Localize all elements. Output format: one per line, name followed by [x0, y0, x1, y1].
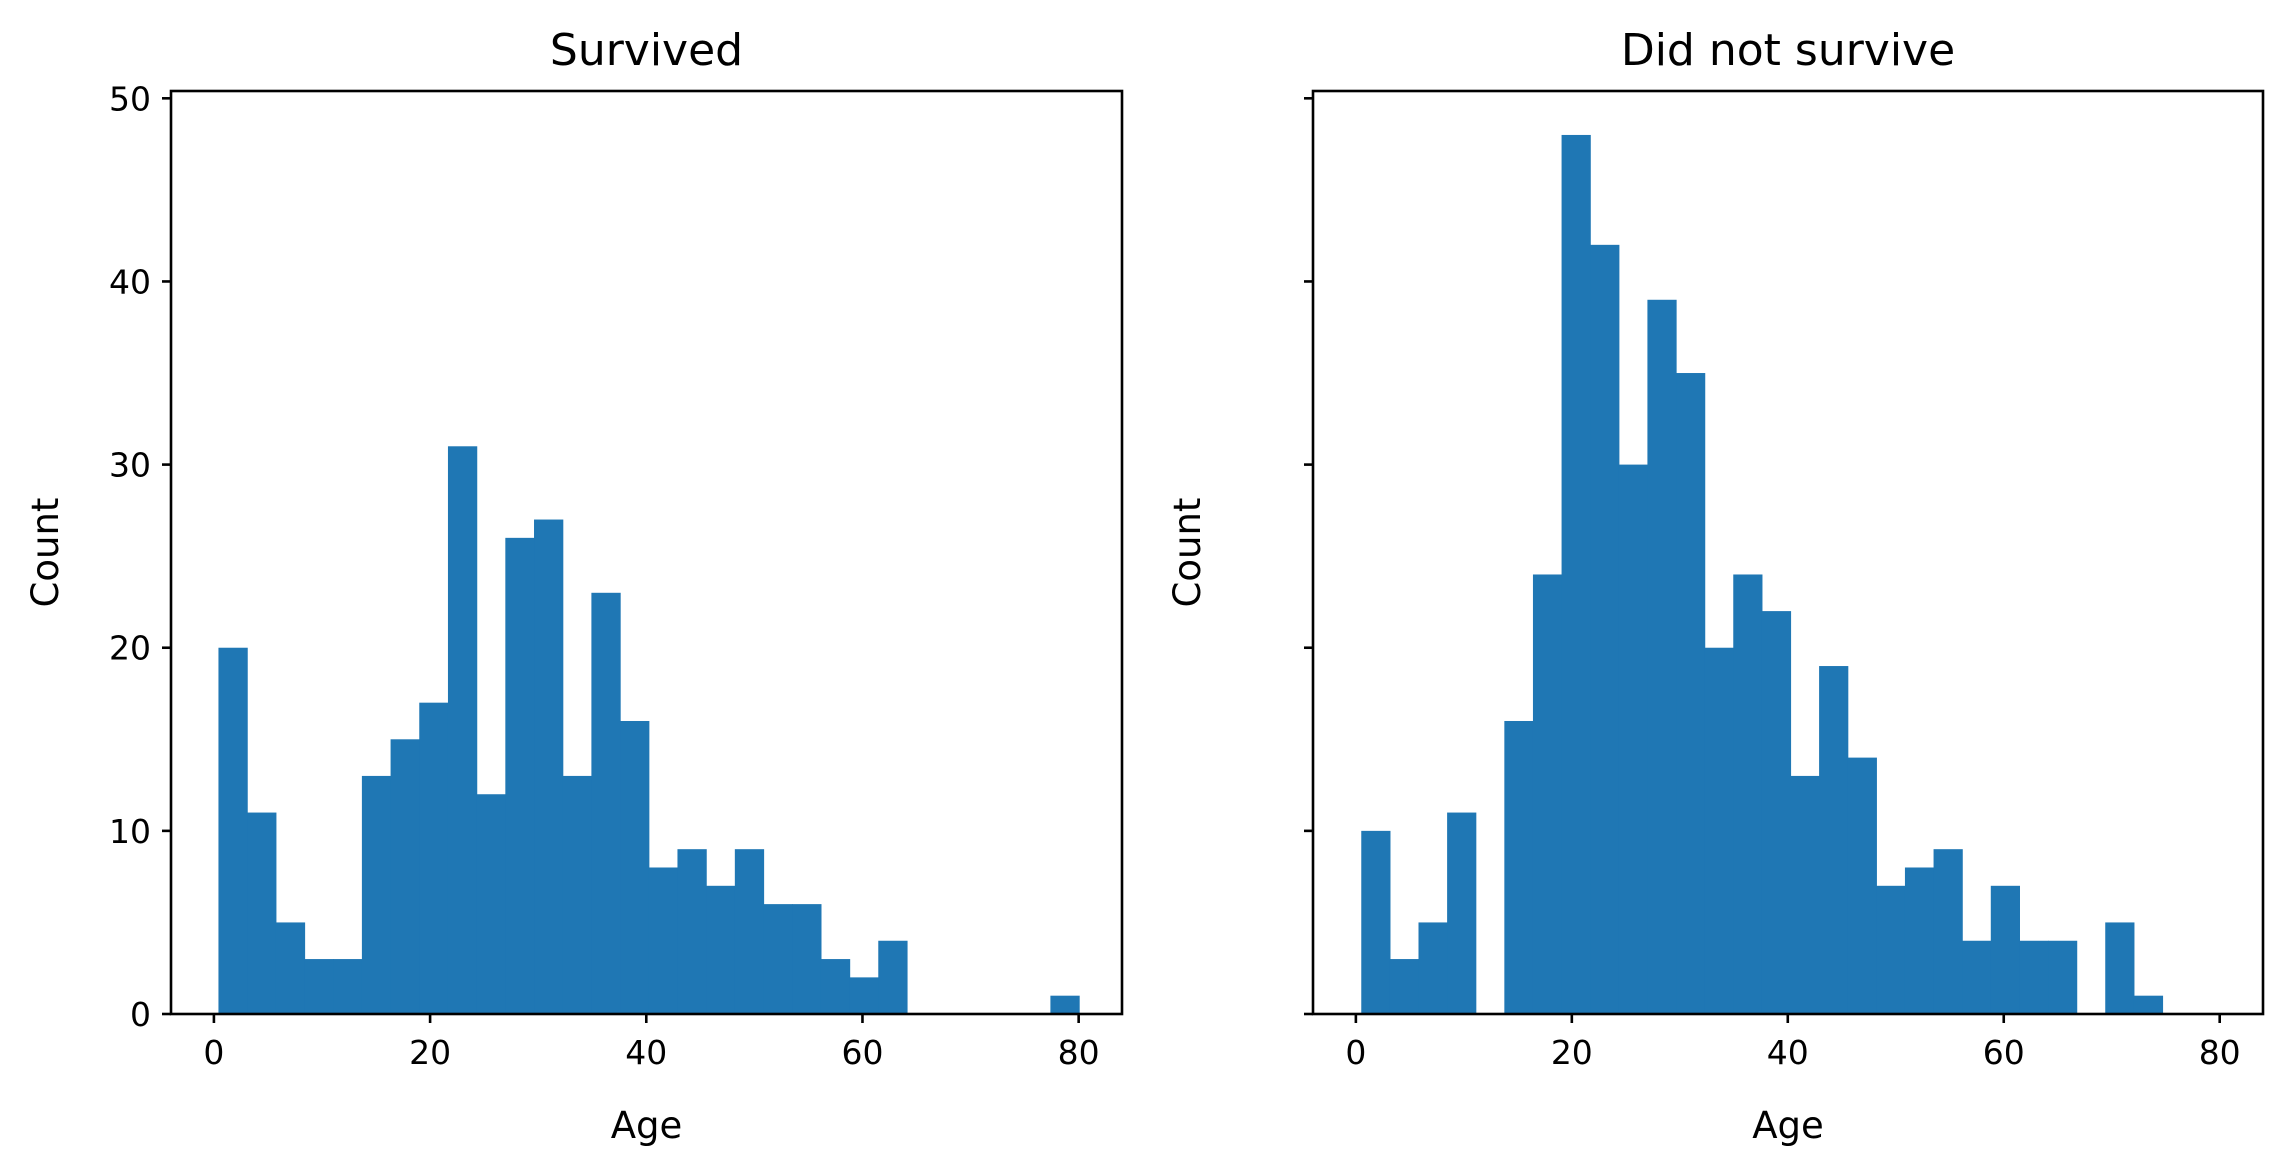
survived-y-tick-label: 20 — [109, 629, 151, 668]
survived-x-axis-label: Age — [611, 1104, 683, 1147]
survived-y-tick-label: 30 — [109, 446, 151, 485]
did-not-survive-bar — [1733, 574, 1763, 1014]
did-not-survive-bar — [1676, 373, 1706, 1014]
survived-bar — [878, 940, 908, 1014]
survived-bar — [1050, 995, 1080, 1014]
survived-x-tick-label: 20 — [409, 1033, 451, 1072]
survived-bar — [763, 904, 793, 1014]
survived-bar — [304, 959, 334, 1014]
survived-x-tick-label: 60 — [841, 1033, 883, 1072]
did-not-survive-x-tick-label: 60 — [1983, 1033, 2025, 1072]
did-not-survive-bar — [1962, 940, 1992, 1014]
did-not-survive-bars — [1361, 134, 2164, 1015]
survived-bar — [648, 867, 679, 1014]
survived-bar — [734, 849, 765, 1014]
did-not-survive-x-tick-label: 40 — [1767, 1033, 1809, 1072]
survived-y-ticks: 0 10 20 30 40 50 — [109, 79, 171, 1034]
did-not-survive-bar — [1618, 464, 1649, 1015]
survived-bar — [820, 959, 851, 1014]
did-not-survive-bar — [1389, 959, 1420, 1014]
did-not-survive-bar — [1418, 922, 1448, 1014]
survived-bar — [534, 519, 564, 1014]
did-not-survive-bar — [1847, 757, 1877, 1014]
did-not-survive-bar — [1532, 574, 1563, 1014]
did-not-survive-bar — [1504, 720, 1534, 1014]
survived-x-tick-label: 40 — [625, 1033, 667, 1072]
did-not-survive-bar — [1447, 812, 1477, 1014]
did-not-survive-panel: 0 20 40 60 80 Did not survive Age Count — [1166, 25, 2265, 1147]
survived-x-tick-label: 80 — [1058, 1033, 1100, 1072]
survived-y-tick-label: 10 — [109, 812, 151, 851]
did-not-survive-bar — [1904, 867, 1935, 1014]
survived-bar — [333, 959, 363, 1014]
did-not-survive-title: Did not survive — [1621, 25, 1955, 76]
did-not-survive-bar — [1590, 244, 1620, 1015]
did-not-survive-bar — [2133, 995, 2164, 1014]
did-not-survive-y-axis-label: Count — [1166, 498, 1209, 608]
survived-axes-frame — [169, 89, 1124, 1016]
did-not-survive-bar — [2048, 940, 2078, 1014]
survived-bar — [361, 775, 392, 1014]
survived-bar — [706, 885, 736, 1014]
survived-bar — [247, 812, 277, 1014]
survived-bar — [390, 739, 420, 1014]
did-not-survive-bar — [1561, 134, 1591, 1014]
did-not-survive-bar — [1647, 299, 1677, 1014]
did-not-survive-bar — [1790, 775, 1820, 1014]
survived-y-tick-label: 50 — [109, 79, 151, 118]
survived-panel: 0 10 20 30 40 50 0 20 40 60 80 Survived Age Count — [24, 25, 1124, 1147]
did-not-survive-bar — [1704, 647, 1734, 1014]
survived-bar — [476, 794, 506, 1014]
did-not-survive-x-tick-label: 0 — [1345, 1033, 1366, 1072]
survived-bar — [505, 537, 535, 1014]
did-not-survive-x-tick-label: 80 — [2199, 1033, 2241, 1072]
did-not-survive-x-ticks: 0 20 40 60 80 — [1345, 1014, 2241, 1072]
survived-y-axis-label: Count — [24, 498, 67, 608]
survived-y-tick-label: 40 — [109, 262, 151, 301]
did-not-survive-x-tick-label: 20 — [1551, 1033, 1593, 1072]
survived-x-ticks: 0 20 40 60 80 — [203, 1014, 1100, 1072]
did-not-survive-axes-frame — [1311, 89, 2265, 1016]
survived-bar — [419, 702, 449, 1014]
did-not-survive-bar — [2019, 940, 2049, 1014]
survived-bar — [447, 446, 478, 1014]
survived-bar — [677, 849, 707, 1014]
did-not-survive-bar — [1876, 885, 1906, 1014]
did-not-survive-bar — [1933, 849, 1963, 1014]
survived-bar — [275, 922, 306, 1014]
did-not-survive-bar — [2105, 922, 2135, 1014]
survived-bar — [218, 647, 248, 1014]
survived-bar — [562, 775, 592, 1014]
survived-y-tick-label: 0 — [130, 995, 151, 1034]
survived-bars — [218, 446, 1080, 1014]
survived-bar — [849, 977, 879, 1014]
survived-x-tick-label: 0 — [203, 1033, 224, 1072]
survived-bar — [792, 904, 822, 1014]
did-not-survive-bar — [1819, 666, 1849, 1014]
survived-title: Survived — [550, 25, 743, 76]
did-not-survive-bar — [1761, 611, 1792, 1014]
did-not-survive-bar — [1990, 885, 2020, 1014]
survived-bar — [591, 592, 621, 1014]
did-not-survive-y-ticks — [1304, 97, 1313, 1016]
did-not-survive-x-axis-label: Age — [1752, 1104, 1824, 1147]
did-not-survive-bar — [1361, 830, 1391, 1014]
survived-bar — [620, 720, 650, 1014]
